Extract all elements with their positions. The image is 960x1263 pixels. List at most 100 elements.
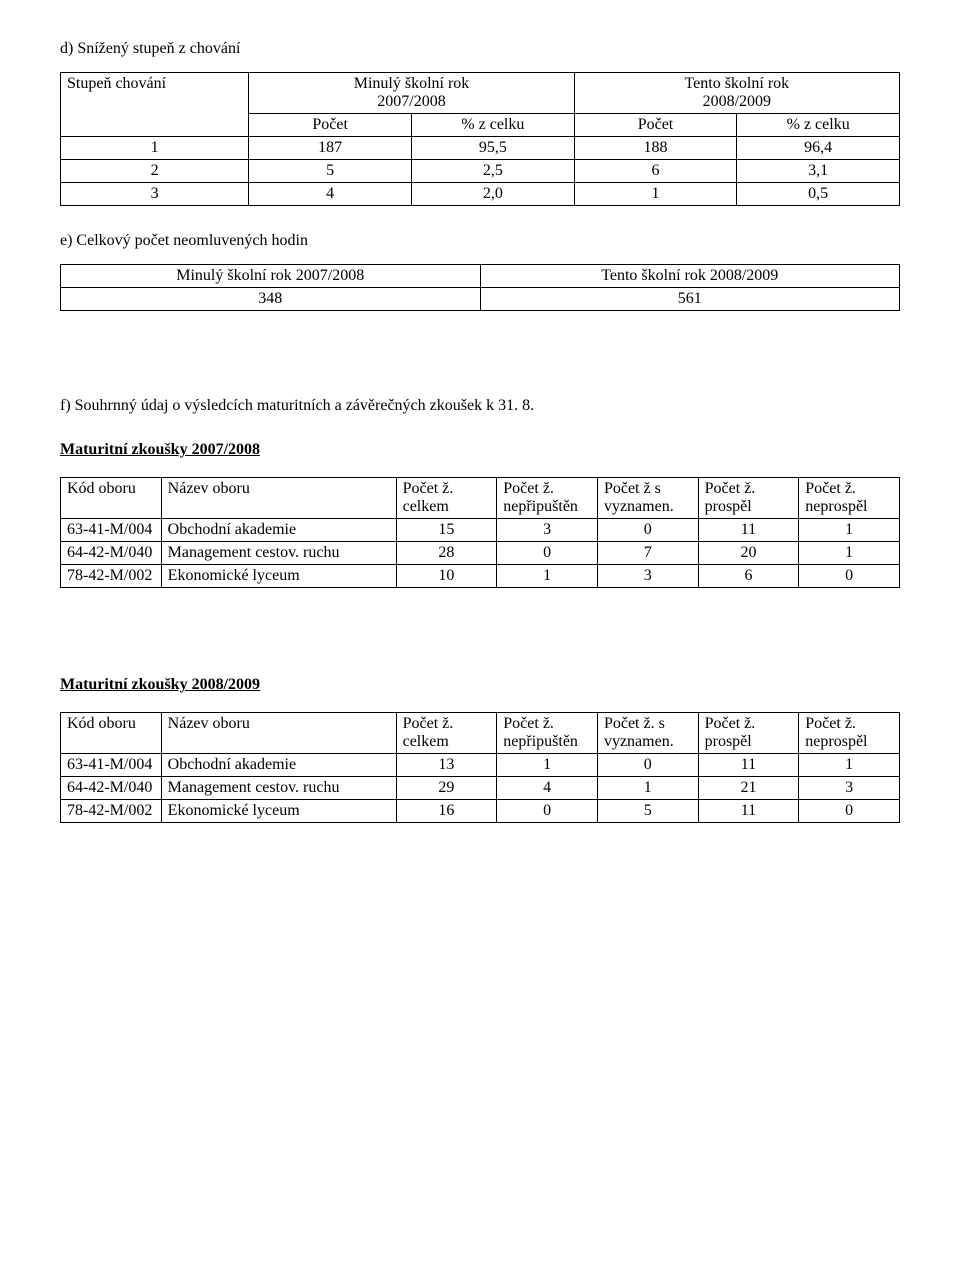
th-pct-t: % z celku	[737, 114, 900, 137]
td-t-pct: 3,1	[737, 160, 900, 183]
th-tento-label: Tento školní rok	[685, 75, 790, 92]
th-pocet-t: Počet	[574, 114, 737, 137]
th-kod: Kód oboru	[61, 478, 162, 519]
table-row: 63-41-M/004 Obchodní akademie 13 1 0 11 …	[61, 754, 900, 777]
td-t-pocet: 188	[574, 137, 737, 160]
td-m-pct: 95,5	[412, 137, 575, 160]
th-neprospel: Počet ž. neprospěl	[799, 478, 900, 519]
td-kod: 63-41-M/004	[61, 754, 162, 777]
th-kod: Kód oboru	[61, 713, 162, 754]
th-neprospel: Počet ž. neprospěl	[799, 713, 900, 754]
td-t-pct: 0,5	[737, 183, 900, 206]
td-m-pct: 2,5	[412, 160, 575, 183]
td-kod: 64-42-M/040	[61, 542, 162, 565]
td-celkem: 28	[396, 542, 497, 565]
spacer	[60, 614, 900, 650]
th-celkem: Počet ž. celkem	[396, 478, 497, 519]
mz-2008-heading: Maturitní zkoušky 2008/2009	[60, 676, 900, 694]
table-row: 3 4 2,0 1 0,5	[61, 183, 900, 206]
table-e: Minulý školní rok 2007/2008 Tento školní…	[60, 264, 900, 311]
th-tento: Tento školní rok 2008/2009	[574, 73, 899, 114]
td-nazev: Management cestov. ruchu	[161, 777, 396, 800]
th-svyz: Počet ž. s vyznamen.	[597, 713, 698, 754]
table-row: 63-41-M/004 Obchodní akademie 15 3 0 11 …	[61, 519, 900, 542]
td-m-pocet: 4	[249, 183, 412, 206]
td-svyz: 1	[597, 777, 698, 800]
td-prospel: 11	[698, 800, 799, 823]
th-minuly-year: 2007/2008	[377, 93, 445, 110]
td-kod: 64-42-M/040	[61, 777, 162, 800]
td-neprip: 1	[497, 754, 598, 777]
td-neprospel: 0	[799, 800, 900, 823]
th-minuly: Minulý školní rok 2007/2008	[249, 73, 574, 114]
table-row: 78-42-M/002 Ekonomické lyceum 10 1 3 6 0	[61, 565, 900, 588]
table-row: Kód oboru Název oboru Počet ž. celkem Po…	[61, 478, 900, 519]
th-e-m: Minulý školní rok 2007/2008	[61, 265, 481, 288]
td-neprospel: 1	[799, 754, 900, 777]
td-svyz: 7	[597, 542, 698, 565]
table-row: Stupeň chování Minulý školní rok 2007/20…	[61, 73, 900, 114]
mz-2007-heading: Maturitní zkoušky 2007/2008	[60, 441, 900, 459]
table-row: 1 187 95,5 188 96,4	[61, 137, 900, 160]
td-neprip: 1	[497, 565, 598, 588]
table-row: 78-42-M/002 Ekonomické lyceum 16 0 5 11 …	[61, 800, 900, 823]
td-celkem: 29	[396, 777, 497, 800]
td-stupen: 1	[61, 137, 249, 160]
table-mz-2008: Kód oboru Název oboru Počet ž. celkem Po…	[60, 712, 900, 823]
table-row: 2 5 2,5 6 3,1	[61, 160, 900, 183]
td-svyz: 3	[597, 565, 698, 588]
td-neprip: 4	[497, 777, 598, 800]
th-e-t: Tento školní rok 2008/2009	[480, 265, 900, 288]
section-f-heading: f) Souhrnný údaj o výsledcích maturitníc…	[60, 397, 900, 415]
th-minuly-label: Minulý školní rok	[354, 75, 470, 92]
td-m-pocet: 5	[249, 160, 412, 183]
td-celkem: 16	[396, 800, 497, 823]
td-celkem: 13	[396, 754, 497, 777]
td-stupen: 3	[61, 183, 249, 206]
spacer	[60, 337, 900, 397]
td-t-pct: 96,4	[737, 137, 900, 160]
td-svyz: 0	[597, 754, 698, 777]
td-prospel: 11	[698, 754, 799, 777]
table-d: Stupeň chování Minulý školní rok 2007/20…	[60, 72, 900, 206]
table-row: Kód oboru Název oboru Počet ž. celkem Po…	[61, 713, 900, 754]
table-row: 64-42-M/040 Management cestov. ruchu 29 …	[61, 777, 900, 800]
td-m-pct: 2,0	[412, 183, 575, 206]
td-kod: 78-42-M/002	[61, 565, 162, 588]
td-m-pocet: 187	[249, 137, 412, 160]
td-prospel: 11	[698, 519, 799, 542]
td-celkem: 10	[396, 565, 497, 588]
th-tento-year: 2008/2009	[703, 93, 771, 110]
td-nazev: Management cestov. ruchu	[161, 542, 396, 565]
td-stupen: 2	[61, 160, 249, 183]
td-neprip: 0	[497, 800, 598, 823]
td-neprospel: 3	[799, 777, 900, 800]
th-prospel: Počet ž. prospěl	[698, 713, 799, 754]
td-svyz: 5	[597, 800, 698, 823]
td-nazev: Ekonomické lyceum	[161, 800, 396, 823]
td-neprip: 3	[497, 519, 598, 542]
section-e-heading: e) Celkový počet neomluvených hodin	[60, 232, 900, 250]
table-mz-2007: Kód oboru Název oboru Počet ž. celkem Po…	[60, 477, 900, 588]
td-celkem: 15	[396, 519, 497, 542]
th-pct-m: % z celku	[412, 114, 575, 137]
td-svyz: 0	[597, 519, 698, 542]
td-kod: 63-41-M/004	[61, 519, 162, 542]
td-neprospel: 0	[799, 565, 900, 588]
td-e-t: 561	[480, 288, 900, 311]
table-row: Minulý školní rok 2007/2008 Tento školní…	[61, 265, 900, 288]
td-neprip: 0	[497, 542, 598, 565]
th-neprip: Počet ž. nepřipuštěn	[497, 713, 598, 754]
table-row: 64-42-M/040 Management cestov. ruchu 28 …	[61, 542, 900, 565]
td-nazev: Ekonomické lyceum	[161, 565, 396, 588]
th-prospel: Počet ž. prospěl	[698, 478, 799, 519]
td-prospel: 20	[698, 542, 799, 565]
td-neprospel: 1	[799, 542, 900, 565]
th-nazev: Název oboru	[161, 713, 396, 754]
th-stupen: Stupeň chování	[61, 73, 249, 137]
td-kod: 78-42-M/002	[61, 800, 162, 823]
td-prospel: 21	[698, 777, 799, 800]
th-celkem: Počet ž. celkem	[396, 713, 497, 754]
th-svyz: Počet ž s vyznamen.	[597, 478, 698, 519]
td-t-pocet: 6	[574, 160, 737, 183]
